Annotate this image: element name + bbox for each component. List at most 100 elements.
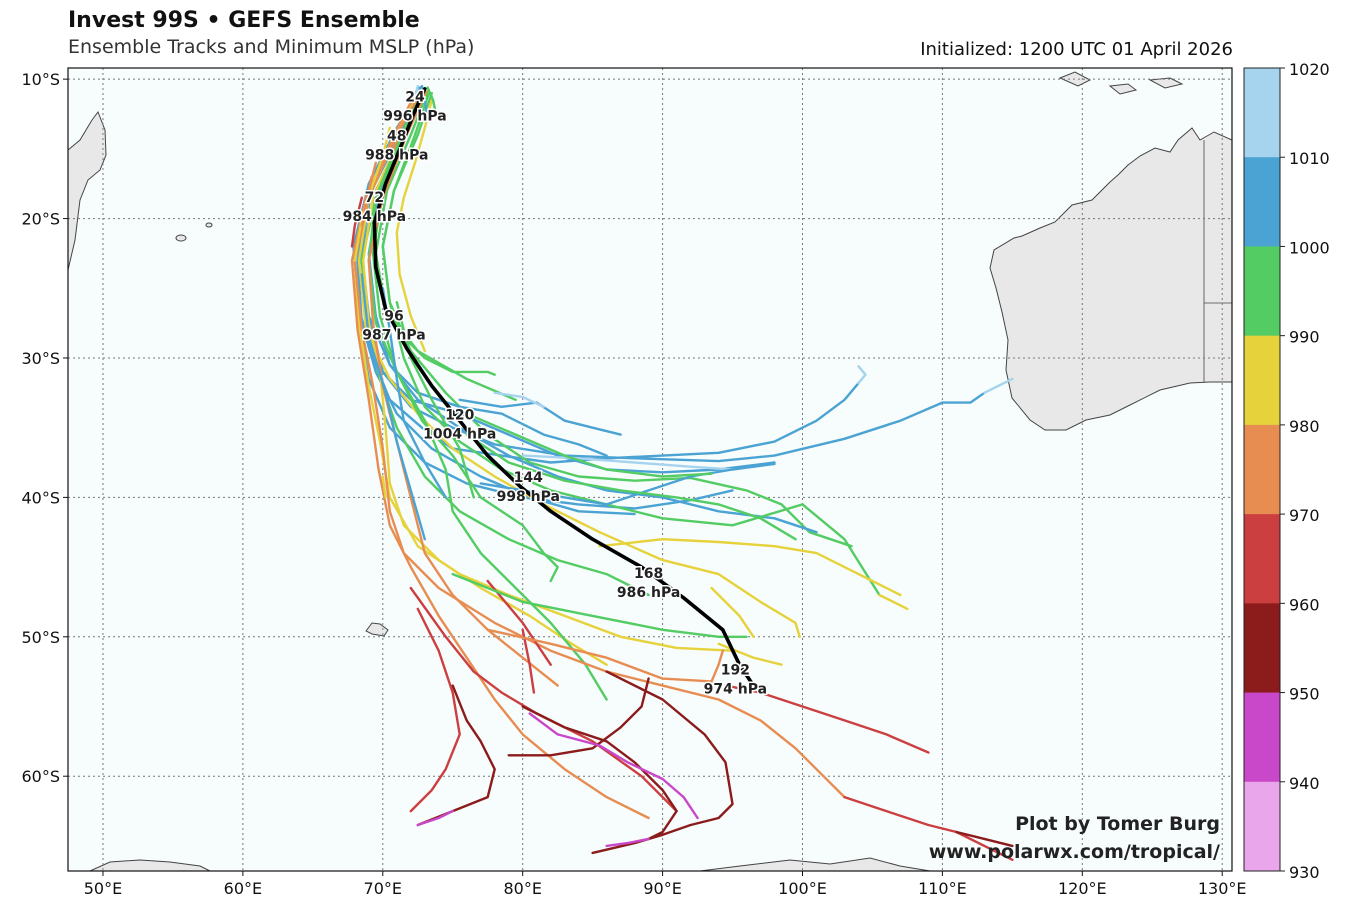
- member-track: [521, 705, 678, 841]
- member-track: [381, 91, 881, 597]
- forecast-hour-label: 96: [384, 308, 403, 324]
- colorbar-bin: [1244, 246, 1280, 337]
- member-track: [353, 126, 391, 262]
- mslp-colorbar: 1020 1010 1000 990 980 970 960 950 940 930: [1243, 60, 1330, 882]
- forecast-hour-label: 192: [721, 662, 750, 678]
- mslp-label: 1004 hPa: [423, 426, 496, 442]
- member-track: [710, 586, 755, 638]
- land-antarctica-east: [699, 857, 931, 871]
- lon-tick-label: 70°E: [364, 879, 402, 898]
- member-track: [955, 830, 1014, 848]
- lat-tick-label: 40°S: [21, 488, 60, 507]
- land-kerguelen: [365, 622, 389, 637]
- chart-title: Invest 99S • GEFS Ensemble: [68, 8, 420, 33]
- mslp-label: 974 hPa: [704, 681, 767, 697]
- member-track: [451, 572, 748, 638]
- colorbar-bin: [1244, 335, 1280, 426]
- colorbar-bin: [1244, 157, 1280, 247]
- colorbar-tick-label: 1010: [1289, 149, 1330, 168]
- member-track: [381, 475, 387, 499]
- lat-tick-label: 10°S: [21, 70, 60, 89]
- member-track: [857, 365, 867, 385]
- ocean-background: [68, 68, 1232, 871]
- init-time: Initialized: 1200 UTC 01 April 2026: [920, 39, 1233, 60]
- forecast-hour-label: 72: [365, 190, 384, 206]
- colorbar-bin: [1244, 424, 1280, 515]
- member-track: [426, 86, 438, 116]
- member-track: [843, 795, 1014, 861]
- colorbar-bin: [1244, 781, 1280, 872]
- chart-subtitle: Ensemble Tracks and Minimum MSLP (hPa): [68, 36, 475, 58]
- lat-tick-label: 60°S: [21, 767, 60, 786]
- lat-axis: 10°S 20°S 30°S 40°S 50°S 60°S: [21, 70, 68, 786]
- member-track: [493, 391, 545, 408]
- gridlines: [68, 68, 1232, 871]
- member-track: [598, 538, 902, 597]
- member-track: [350, 196, 363, 248]
- colorbar-tick-label: 970: [1289, 506, 1320, 525]
- colorbar-tick-label: 930: [1289, 863, 1320, 882]
- forecast-hour-label: 144: [514, 470, 543, 486]
- lon-tick-label: 110°E: [918, 879, 967, 898]
- colorbar-frame: [1243, 67, 1281, 872]
- member-track: [878, 593, 909, 611]
- member-track: [710, 649, 724, 683]
- mslp-label: 988 hPa: [365, 147, 428, 163]
- colorbar-tick-label: 950: [1289, 685, 1320, 704]
- member-track: [392, 126, 403, 151]
- lon-tick-label: 100°E: [778, 879, 827, 898]
- member-track: [507, 677, 650, 757]
- lon-tick-label: 80°E: [503, 879, 541, 898]
- member-track: [367, 89, 608, 701]
- member-track: [360, 273, 426, 541]
- forecast-hour-label: 168: [634, 566, 663, 582]
- member-track: [983, 377, 1014, 394]
- member-track: [458, 398, 622, 436]
- land-australia: [989, 127, 1232, 431]
- colorbar-tick-label: 980: [1289, 417, 1320, 436]
- colorbar-bin: [1244, 692, 1280, 783]
- mean-track-line: [372, 87, 756, 688]
- member-track: [416, 809, 454, 827]
- lon-axis: 50°E 60°E 70°E 80°E 90°E 100°E 110°E 120°E 130°E: [84, 871, 1247, 898]
- member-track: [409, 607, 461, 813]
- member-track: [528, 712, 699, 820]
- mslp-label: 986 hPa: [617, 585, 680, 601]
- member-track: [381, 287, 447, 499]
- member-track: [521, 628, 536, 694]
- member-track: [362, 90, 608, 666]
- colorbar-bin: [1244, 68, 1280, 158]
- forecast-hour-label: 48: [387, 128, 406, 144]
- credit-url: www.polarwx.com/tropical/: [929, 841, 1220, 863]
- mslp-label: 987 hPa: [362, 327, 425, 343]
- member-track: [416, 84, 424, 102]
- colorbar-tick-label: 940: [1289, 774, 1320, 793]
- lon-tick-label: 50°E: [84, 879, 122, 898]
- member-track: [395, 98, 433, 353]
- member-track: [479, 462, 776, 506]
- mslp-label: 998 hPa: [497, 489, 560, 505]
- mslp-label: 996 hPa: [383, 108, 446, 124]
- land-island: [1108, 83, 1138, 95]
- member-track: [521, 454, 734, 471]
- land-layer: [68, 71, 1232, 871]
- colorbar-tick-label: 1000: [1289, 238, 1330, 257]
- mean-track: [372, 87, 756, 688]
- colorbar-bin: [1244, 603, 1280, 694]
- member-track: [385, 308, 496, 376]
- colorbar-tick-label: 1020: [1289, 60, 1330, 79]
- mean-track-labels: 24 996 hPa 48 988 hPa 72 984 hPa 96 987 hPa 120 1…: [341, 88, 768, 699]
- member-track: [413, 84, 419, 99]
- lon-tick-label: 60°E: [224, 879, 262, 898]
- land-rodrigues: [205, 222, 213, 228]
- member-track: [605, 837, 650, 848]
- member-track: [409, 586, 678, 813]
- colorbar-tick-label: 990: [1289, 328, 1320, 347]
- land-mauritius: [175, 234, 187, 242]
- member-track: [465, 433, 797, 541]
- member-track: [724, 684, 930, 754]
- map-frame: [67, 67, 1233, 872]
- lon-tick-label: 90°E: [643, 879, 681, 898]
- lat-tick-label: 30°S: [21, 349, 60, 368]
